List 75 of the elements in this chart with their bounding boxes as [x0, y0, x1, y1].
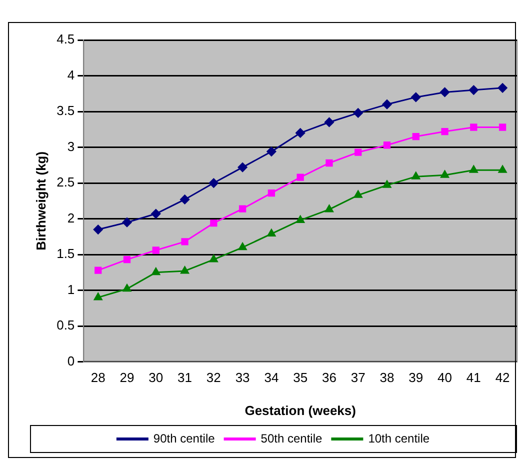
point [296, 174, 304, 181]
point [180, 194, 190, 204]
x-tick-label: 37 [350, 370, 366, 386]
y-tick-label: 3 [67, 138, 75, 154]
point [469, 165, 478, 173]
point [210, 219, 218, 227]
x-tick-label: 41 [466, 370, 481, 386]
point [383, 142, 391, 149]
point [151, 209, 161, 219]
x-tick-label: 40 [438, 370, 452, 386]
point [325, 204, 334, 212]
x-tick-label: 38 [380, 370, 394, 386]
y-tick-label: 0.5 [56, 318, 75, 333]
x-tick-label: 32 [206, 370, 221, 386]
point [209, 254, 218, 262]
legend-label: 50th centile [260, 431, 323, 446]
y-tick-label: 2 [67, 210, 75, 226]
legend-label: 90th centile [153, 431, 216, 446]
x-tick-label: 34 [264, 370, 279, 386]
point [180, 266, 189, 274]
point [152, 268, 160, 276]
point [498, 124, 506, 131]
point [353, 108, 363, 118]
point [238, 162, 248, 172]
point [354, 148, 362, 156]
point [266, 146, 276, 156]
point [296, 215, 305, 223]
point [122, 218, 132, 228]
x-tick-label: 39 [408, 370, 424, 386]
point [326, 159, 333, 167]
point [382, 100, 392, 110]
point [181, 238, 188, 246]
point [354, 190, 362, 198]
point [238, 242, 247, 250]
point [470, 124, 478, 131]
y-axis-title: Birthweight (kg) [33, 151, 48, 250]
x-tick-label: 29 [120, 370, 134, 386]
x-tick-label: 33 [235, 370, 250, 386]
point [122, 284, 132, 292]
point [208, 178, 218, 188]
y-tick-label: 4 [67, 67, 75, 82]
x-tick-label: 36 [322, 370, 336, 386]
point [267, 229, 276, 237]
point [296, 128, 306, 138]
x-tick-label: 28 [90, 370, 106, 386]
x-tick-label: 42 [495, 370, 510, 386]
point [440, 87, 450, 97]
point [440, 170, 449, 178]
point [441, 128, 448, 136]
point [268, 189, 276, 197]
point [382, 180, 392, 188]
x-axis-title: Gestation (weeks) [244, 402, 356, 418]
y-tick-label: 1 [67, 282, 75, 297]
point [123, 256, 131, 264]
x-tick-label: 30 [148, 370, 164, 386]
y-tick-label: 1.5 [56, 246, 75, 262]
x-tick-label: 31 [178, 370, 192, 386]
point [412, 132, 420, 140]
point [498, 83, 508, 93]
point [93, 224, 103, 234]
point [238, 205, 246, 212]
y-tick-label: 4.5 [56, 32, 75, 47]
y-tick-label: 0 [67, 353, 75, 368]
y-tick-label: 2.5 [56, 174, 75, 190]
point [324, 117, 334, 127]
point [468, 85, 478, 95]
point [498, 165, 507, 173]
x-tick-label: 35 [293, 370, 308, 386]
legend-label: 10th centile [368, 431, 430, 446]
point [152, 246, 160, 254]
point [412, 172, 420, 180]
point [94, 292, 102, 300]
point [94, 266, 102, 274]
y-tick-label: 3.5 [56, 103, 75, 118]
point [411, 92, 421, 102]
